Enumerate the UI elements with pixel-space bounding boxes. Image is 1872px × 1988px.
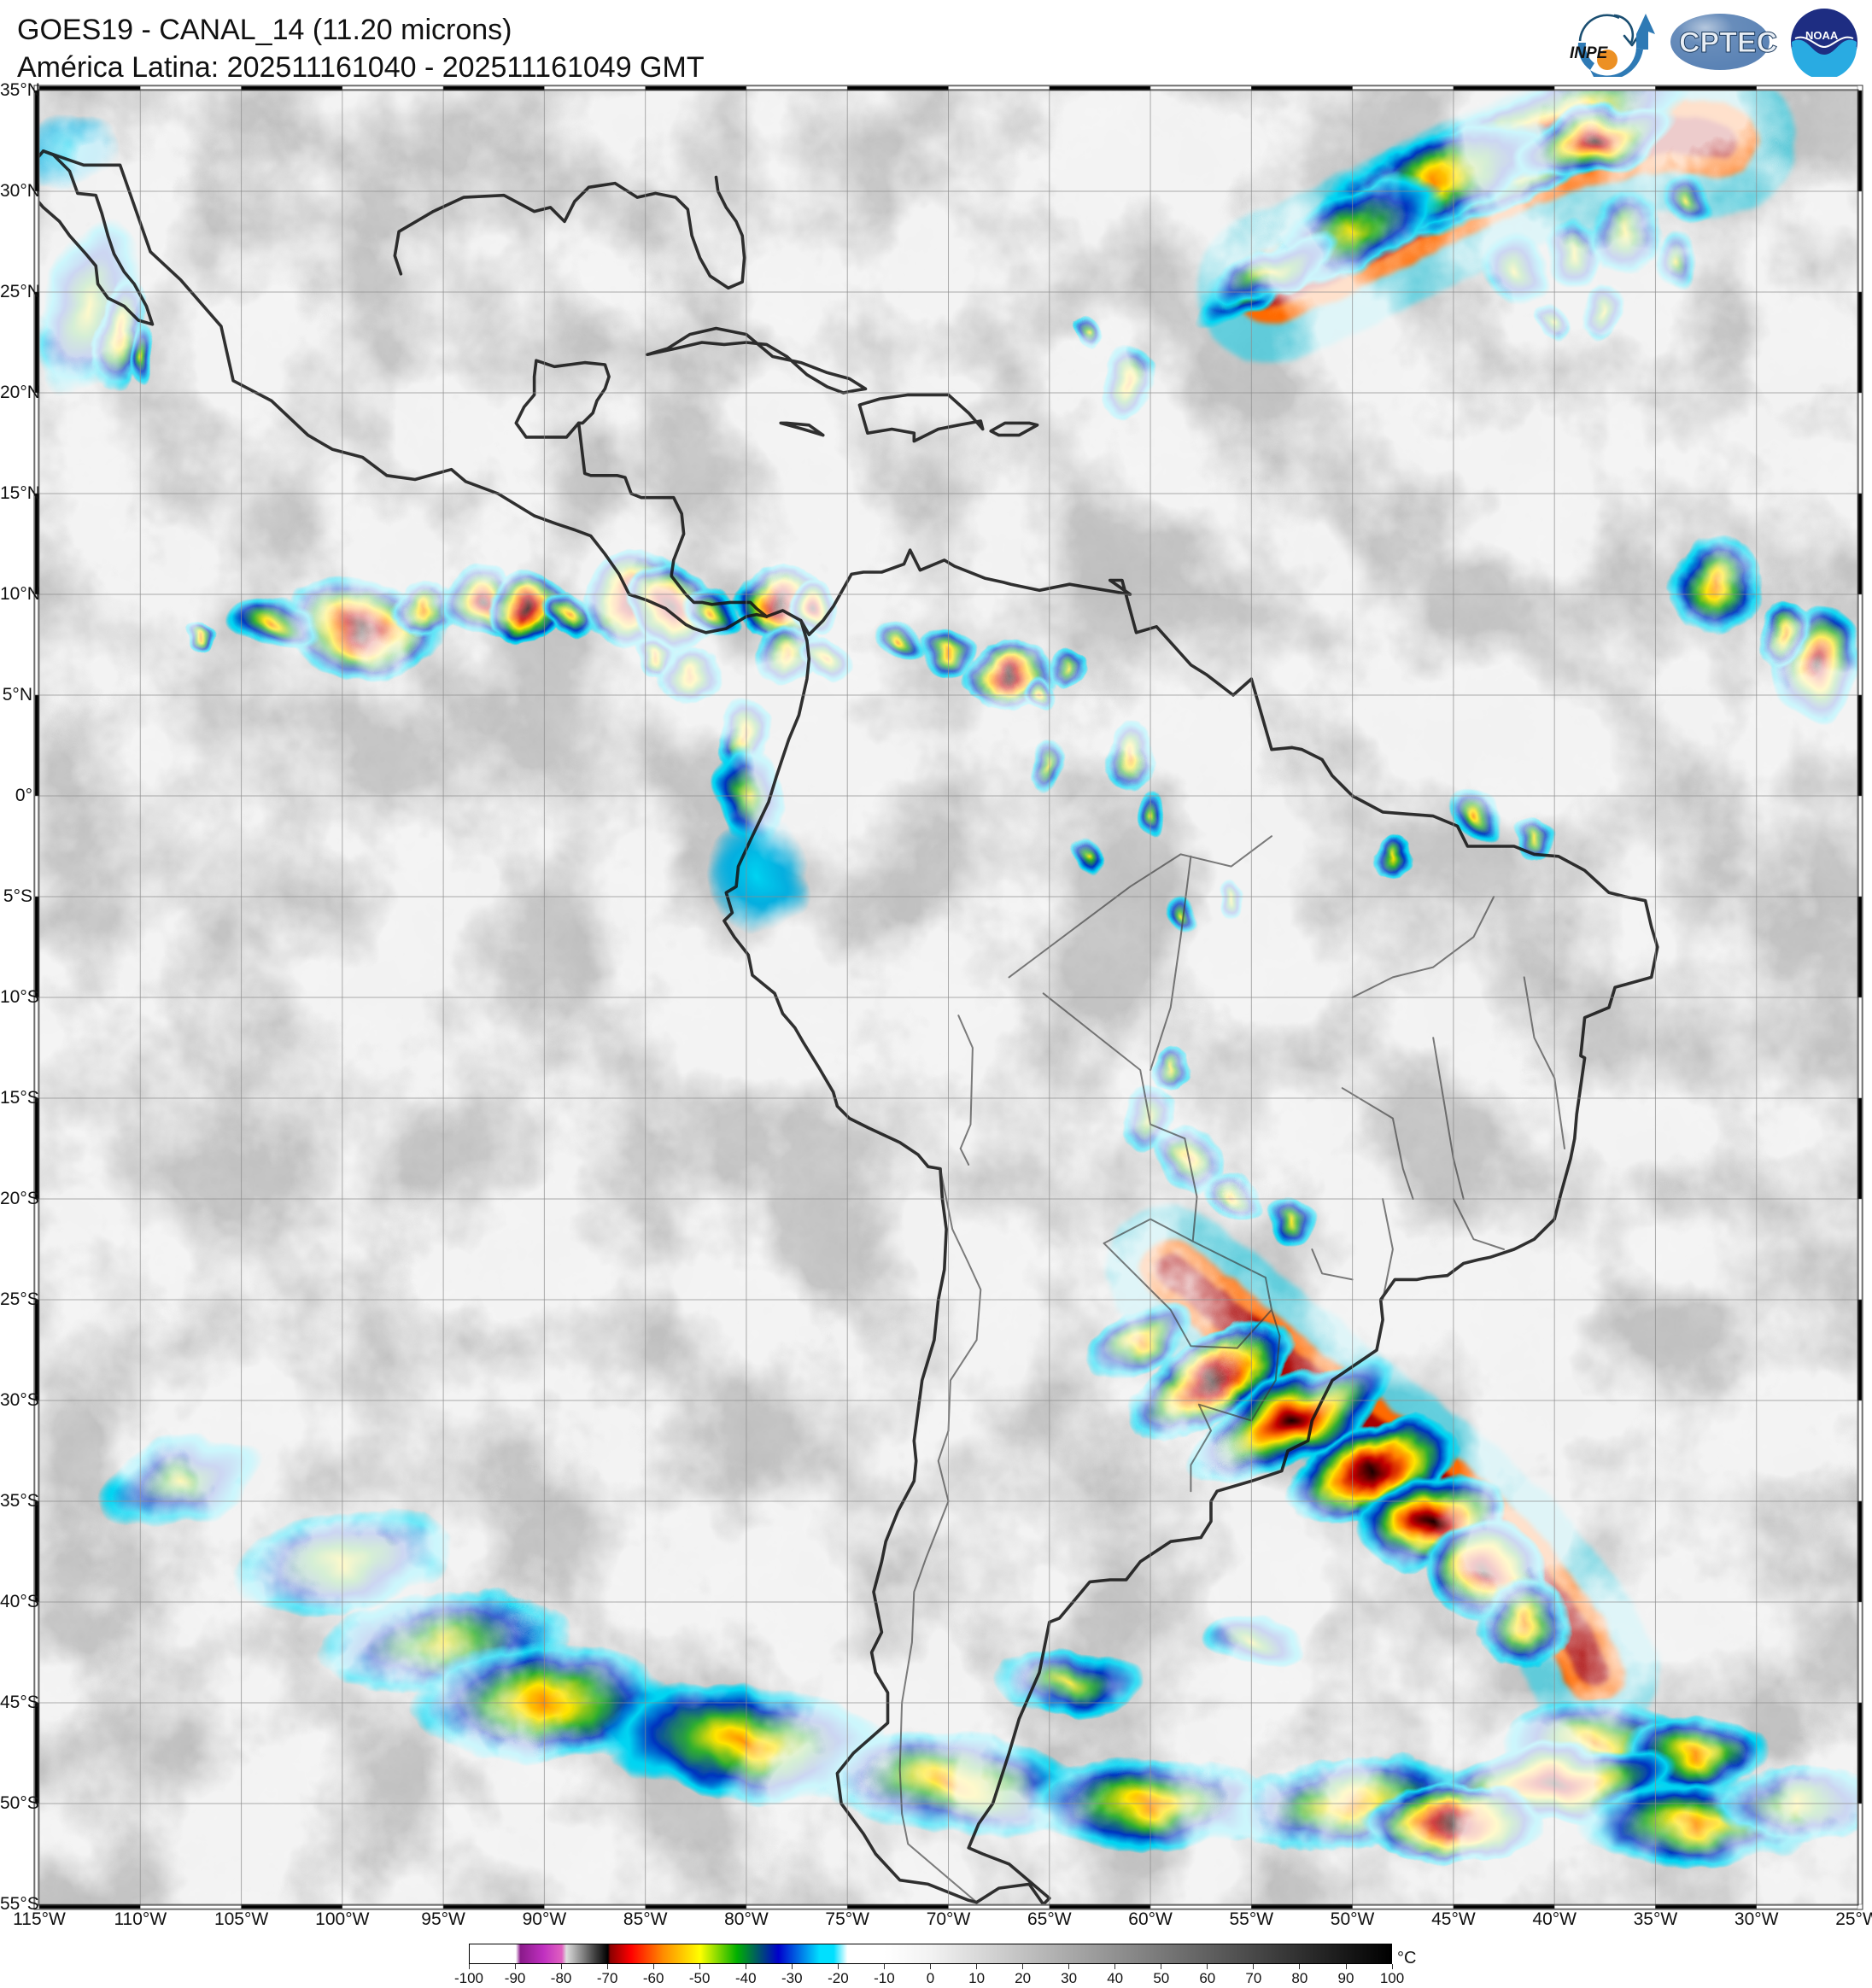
svg-text:INPE: INPE: [1570, 44, 1609, 62]
svg-text:CPTEC: CPTEC: [1679, 26, 1777, 59]
svg-text:NOAA: NOAA: [1805, 29, 1839, 42]
